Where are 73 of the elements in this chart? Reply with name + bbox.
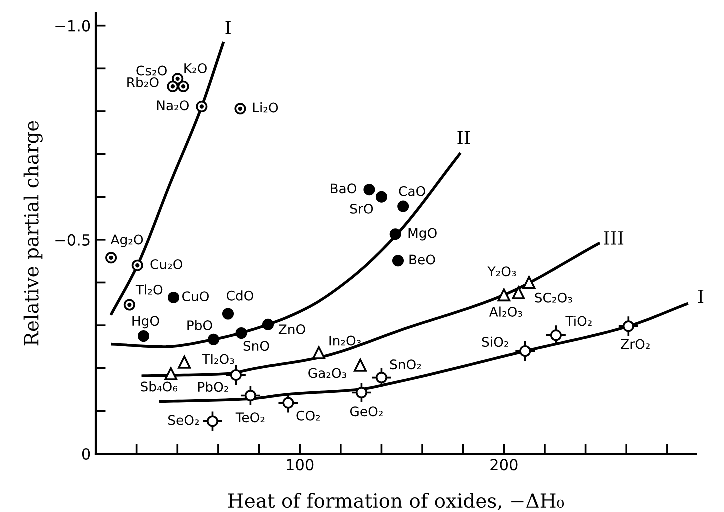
y-axis-title: Relative partial charge: [24, 121, 43, 346]
annotation: CaO: [399, 186, 426, 196]
point: [178, 356, 192, 369]
annotation: Tl₂O: [136, 284, 163, 295]
annotation: I: [226, 21, 231, 34]
annotation: TiO₂: [566, 316, 592, 326]
point: [240, 385, 262, 406]
point: [138, 330, 150, 342]
point: [354, 358, 367, 372]
point: [234, 103, 246, 115]
point: [522, 276, 536, 290]
annotation: I: [698, 290, 704, 304]
annotation: SnO₂: [390, 360, 422, 370]
annotation: TeO₂: [236, 412, 265, 423]
annotation: BaO: [331, 184, 356, 194]
point: [390, 228, 402, 240]
annotation: SrO: [350, 204, 374, 214]
y-tick-label: −0.5: [56, 234, 90, 246]
point: [164, 367, 178, 380]
annotation: SeO₂: [168, 415, 199, 426]
annotation: CuO: [182, 292, 209, 302]
point: [514, 340, 536, 362]
annotation: Cu₂O: [150, 259, 183, 270]
point: [124, 299, 136, 311]
point: [376, 191, 388, 203]
annotation: GeO₂: [350, 406, 383, 417]
annotation: SnO: [244, 341, 270, 352]
annotation: II: [458, 131, 470, 144]
point: [312, 346, 326, 360]
point: [236, 327, 248, 340]
annotation: Cs₂O: [136, 66, 167, 76]
annotation: Sb₄O₆: [141, 382, 178, 392]
annotation: Tl₂O₃: [202, 354, 234, 364]
annotation: SiO₂: [482, 336, 508, 348]
point: [208, 334, 220, 346]
annotation: Li₂O: [253, 102, 278, 113]
point: [202, 410, 224, 432]
annotation: Ag₂O: [110, 234, 144, 248]
annotation: SC₂O₃: [535, 292, 572, 303]
annotation: Ga₂O₃: [308, 368, 346, 378]
x-axis-title: Heat of formation of oxides, −ΔH₀: [228, 493, 564, 511]
annotation: ZnO: [278, 324, 306, 335]
point: [512, 286, 526, 300]
point: [498, 288, 511, 302]
point: [262, 318, 274, 330]
annotation: MgO: [408, 228, 437, 241]
annotation: CO₂: [296, 410, 320, 421]
x-tick-label: 100: [287, 459, 314, 471]
annotation: In₂O₃: [330, 336, 361, 346]
annotation: PbO₂: [198, 382, 228, 392]
annotation: PbO: [188, 320, 212, 331]
annotation: Na₂O: [157, 100, 189, 111]
y-tick-label: −1.0: [56, 20, 90, 32]
point: [106, 252, 118, 264]
annotation: CdO: [226, 290, 254, 301]
point: [168, 292, 180, 304]
annotation: ZrO₂: [621, 339, 650, 350]
annotation: HgO: [132, 316, 160, 329]
annotation: Y₂O₃: [488, 266, 516, 277]
point: [222, 308, 234, 320]
point: [351, 382, 372, 404]
point: [167, 80, 179, 92]
annotation: Al₂O₃: [489, 306, 522, 317]
x-tick-label: 200: [490, 459, 518, 471]
point: [392, 255, 404, 267]
point: [398, 200, 410, 212]
y-tick-label: 0: [82, 448, 90, 460]
annotation: Rb₂O: [128, 77, 159, 88]
point: [178, 80, 190, 92]
annotation: III: [604, 232, 624, 245]
annotation: K₂O: [184, 63, 207, 74]
point: [364, 184, 376, 196]
annotation: BeO: [410, 254, 436, 265]
